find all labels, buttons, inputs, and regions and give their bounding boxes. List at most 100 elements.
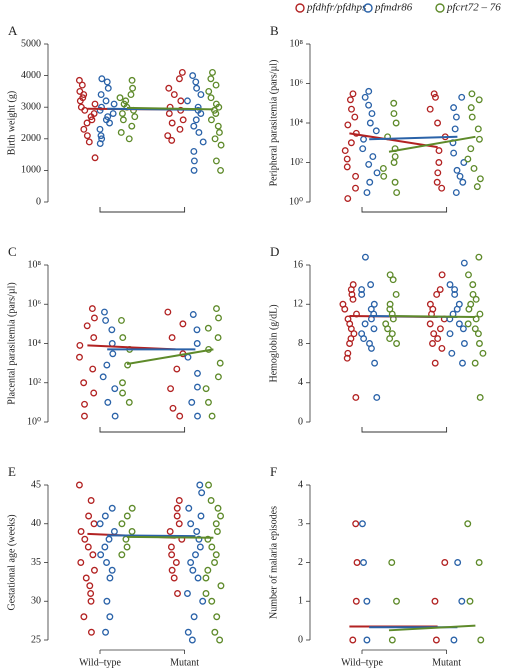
- data-point: [96, 140, 104, 147]
- data-point: [469, 290, 477, 298]
- data-point: [466, 597, 474, 605]
- data-point: [106, 574, 114, 582]
- data-point: [344, 121, 352, 129]
- data-point: [379, 164, 387, 172]
- y-tick-label: 25: [31, 634, 41, 645]
- data-point: [190, 613, 198, 621]
- data-point: [76, 97, 84, 105]
- data-point: [475, 559, 483, 566]
- data-point: [460, 259, 468, 267]
- data-point: [128, 122, 136, 130]
- x-tick-label: Wild–type: [341, 657, 383, 668]
- data-point: [175, 75, 183, 83]
- data-point: [470, 164, 478, 172]
- data-point: [450, 636, 458, 644]
- legend-label: pfmdr86: [374, 2, 413, 14]
- data-point: [96, 125, 104, 133]
- data-point: [197, 512, 205, 520]
- data-point: [91, 154, 99, 162]
- data-point: [392, 119, 400, 127]
- data-point: [82, 574, 90, 582]
- data-point: [196, 481, 204, 489]
- data-point: [472, 295, 480, 303]
- data-point: [76, 341, 84, 349]
- data-point: [207, 497, 215, 504]
- data-point: [165, 110, 173, 117]
- data-point: [432, 636, 440, 644]
- data-point: [187, 559, 195, 566]
- data-point: [365, 87, 373, 95]
- y-tick-label: 10⁶: [28, 299, 42, 310]
- y-axis-label: Gestational age (weeks): [6, 514, 17, 610]
- data-point: [202, 574, 210, 582]
- data-point: [96, 520, 104, 528]
- data-point: [173, 365, 181, 373]
- data-point: [438, 184, 446, 192]
- data-point: [212, 81, 220, 89]
- data-point: [391, 178, 399, 186]
- data-point: [352, 597, 360, 605]
- data-point: [433, 290, 441, 298]
- data-point: [361, 320, 369, 328]
- data-point: [87, 597, 95, 605]
- data-point: [208, 543, 216, 551]
- data-point: [168, 119, 176, 127]
- data-point: [469, 281, 477, 289]
- data-point: [118, 551, 126, 559]
- data-point: [175, 520, 183, 528]
- data-point: [459, 359, 466, 367]
- data-point: [118, 520, 126, 528]
- legend-marker: [363, 3, 373, 13]
- data-point: [119, 334, 127, 342]
- data-point: [127, 91, 135, 99]
- panel-label: D: [270, 244, 279, 259]
- data-point: [101, 512, 109, 520]
- data-point: [441, 559, 449, 566]
- data-point: [341, 305, 349, 313]
- data-point: [372, 127, 380, 135]
- data-point: [474, 125, 482, 133]
- data-point: [352, 184, 359, 192]
- data-point: [118, 110, 126, 117]
- data-point: [169, 404, 177, 412]
- data-point: [471, 325, 479, 333]
- data-point: [98, 75, 106, 83]
- data-point: [346, 340, 354, 347]
- data-point: [465, 305, 473, 313]
- data-point: [352, 172, 360, 180]
- data-point: [391, 153, 399, 161]
- data-point: [205, 87, 213, 95]
- data-point: [75, 481, 83, 489]
- data-point: [111, 385, 119, 393]
- mean-line: [369, 135, 458, 141]
- data-point: [176, 412, 184, 420]
- data-point: [208, 597, 216, 605]
- data-point: [431, 359, 439, 367]
- data-point: [83, 322, 91, 330]
- data-point: [103, 597, 111, 605]
- data-point: [104, 398, 112, 406]
- data-point: [365, 101, 373, 109]
- data-point: [352, 520, 360, 528]
- data-point: [98, 103, 105, 111]
- y-tick-label: 4: [298, 377, 303, 388]
- data-point: [213, 613, 221, 621]
- data-point: [178, 68, 186, 76]
- data-point: [458, 93, 466, 101]
- panel-label: A: [8, 23, 18, 38]
- data-point: [75, 76, 83, 84]
- data-point: [103, 78, 111, 86]
- data-point: [459, 178, 467, 186]
- data-point: [205, 481, 212, 489]
- data-point: [81, 535, 89, 543]
- data-point: [165, 84, 173, 92]
- data-point: [184, 97, 191, 105]
- data-point: [193, 326, 201, 334]
- data-point: [189, 566, 197, 574]
- data-point: [214, 373, 222, 381]
- data-point: [380, 172, 388, 180]
- data-point: [211, 135, 219, 143]
- data-point: [433, 178, 441, 186]
- data-point: [84, 543, 92, 551]
- data-point: [192, 551, 199, 559]
